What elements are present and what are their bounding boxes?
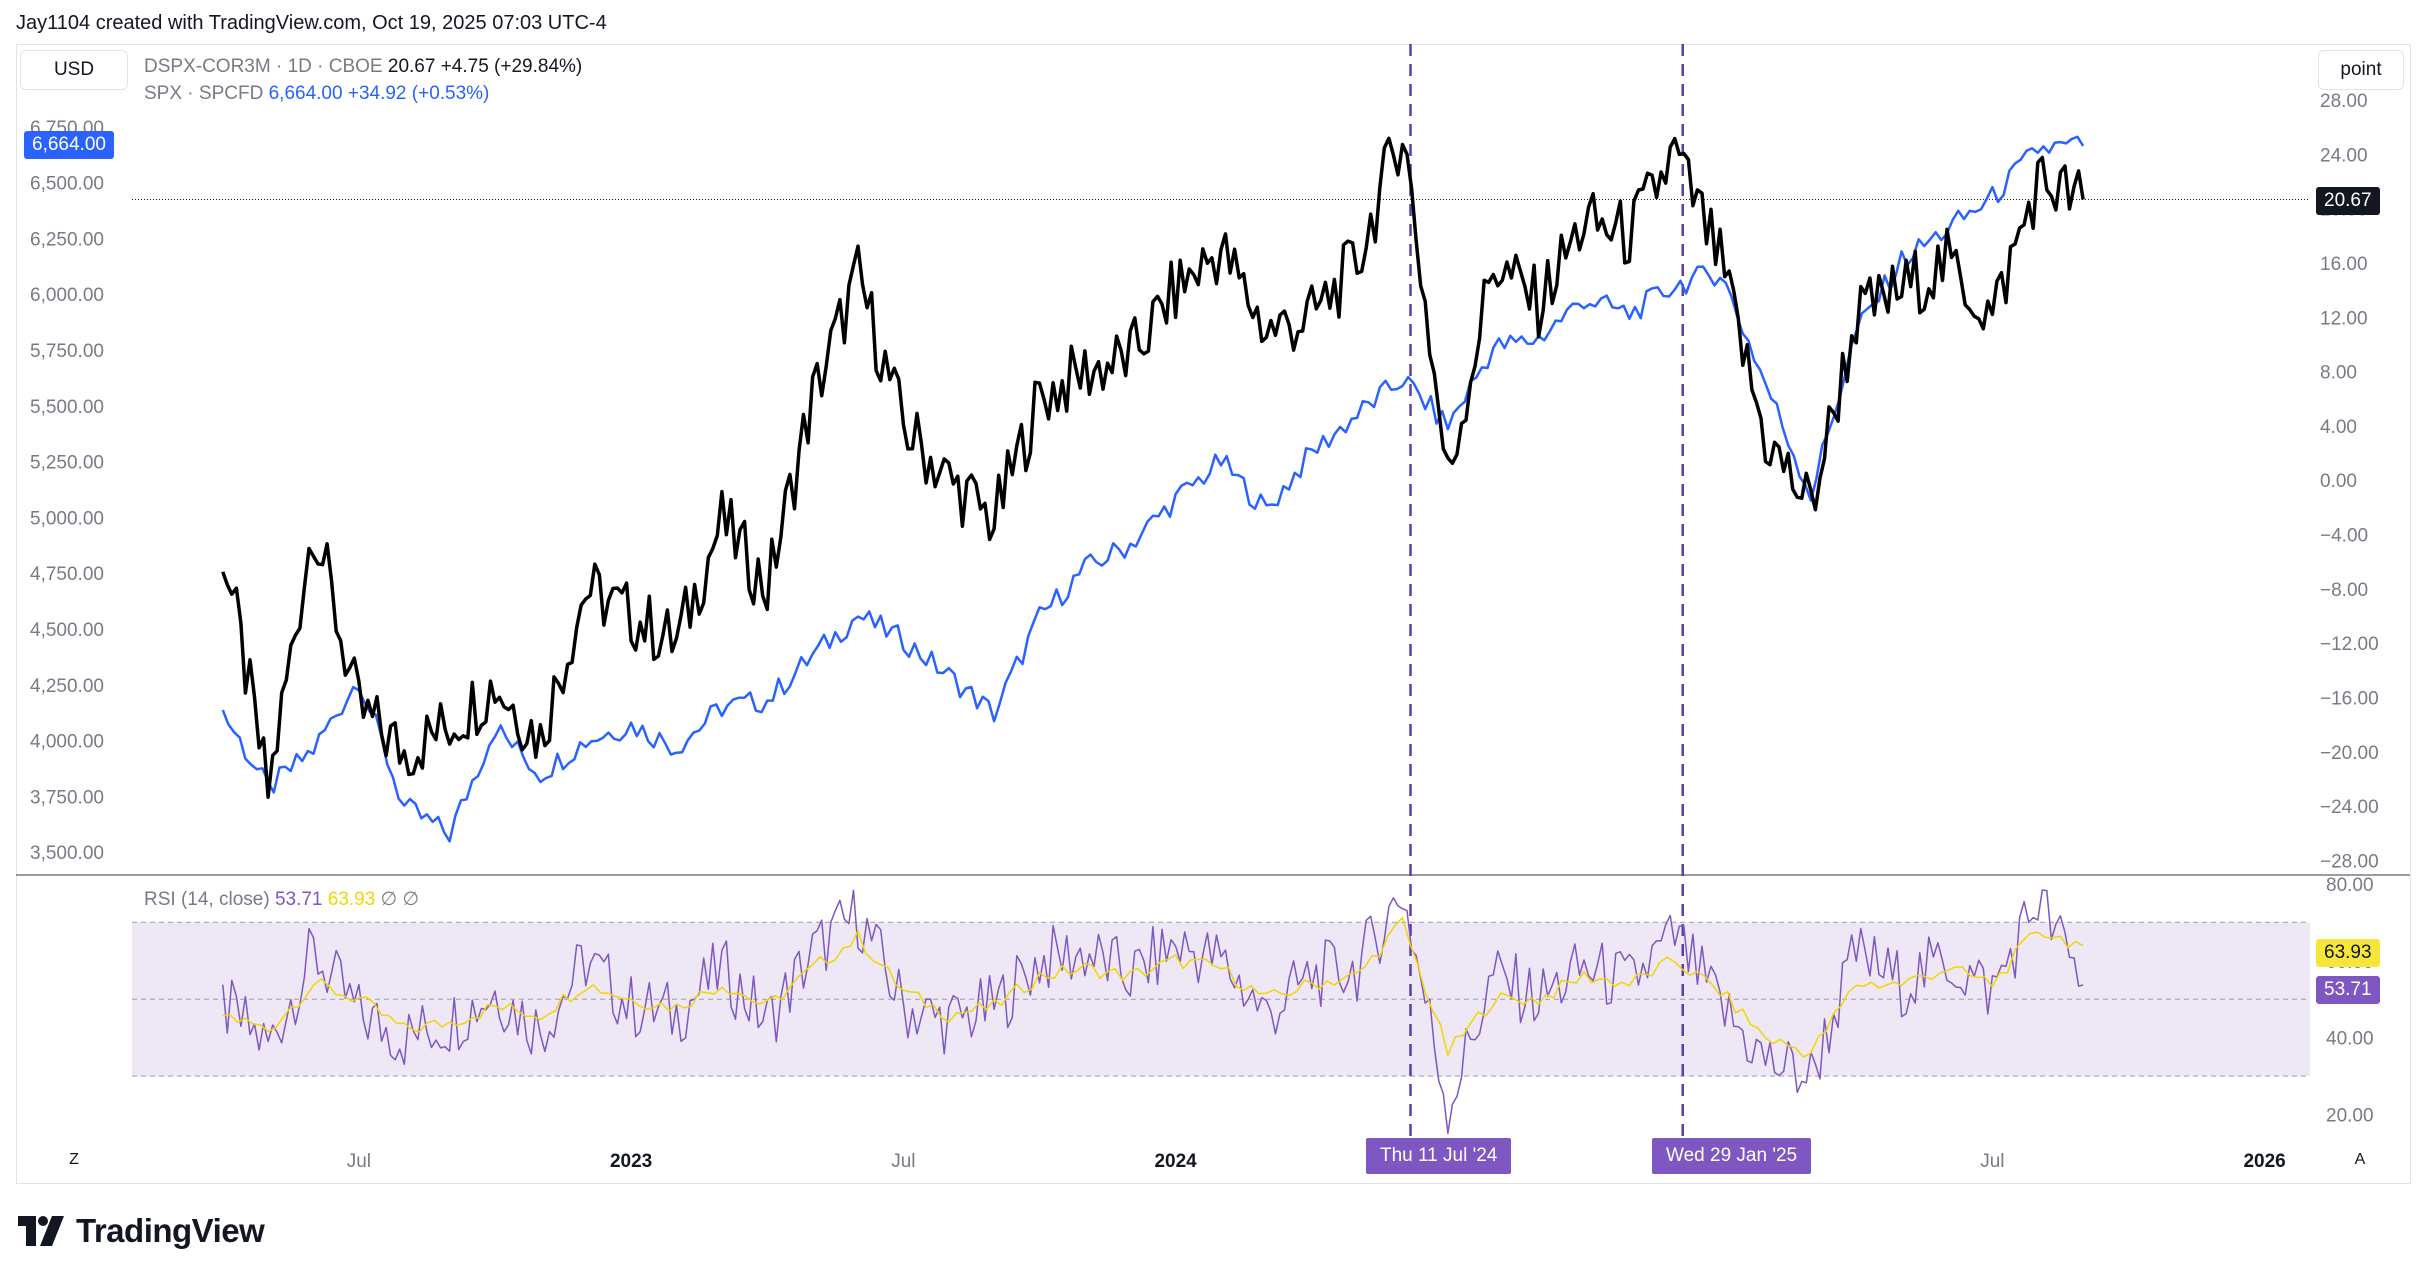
x-axis-tick-label: Jul bbox=[347, 1151, 371, 1172]
left-axis-tick-label: 3,750.00 bbox=[30, 787, 104, 808]
legend-dspx[interactable]: DSPX-COR3M · 1D · CBOE 20.67 +4.75 (+29.… bbox=[144, 56, 582, 78]
legend-dspx-symbol: DSPX-COR3M · 1D · CBOE bbox=[144, 56, 383, 77]
x-axis-tick-label: 2023 bbox=[610, 1151, 652, 1172]
x-axis-tick-label: 2026 bbox=[2243, 1151, 2285, 1172]
legend-spx[interactable]: SPX · SPCFD 6,664.00 +34.92 (+0.53%) bbox=[144, 83, 489, 105]
legend-rsi-value: 53.71 bbox=[274, 889, 323, 910]
right-axis-tick-label: −12.00 bbox=[2320, 634, 2379, 655]
x-axis-tick-label: 2024 bbox=[1154, 1151, 1197, 1172]
timezone-button[interactable]: Z bbox=[69, 1151, 79, 1168]
left-axis-tick-label: 4,500.00 bbox=[30, 620, 104, 641]
currency-button[interactable]: USD bbox=[20, 50, 128, 90]
legend-rsi-ma-value: 63.93 bbox=[327, 889, 376, 910]
x-axis-tick-label: Jul bbox=[1980, 1151, 2004, 1172]
left-axis-tick-label: 4,000.00 bbox=[30, 732, 104, 753]
right-axis-tick-label: −16.00 bbox=[2320, 689, 2379, 710]
auto-scale-button[interactable]: A bbox=[2354, 1151, 2366, 1168]
right-axis-tick-label: −4.00 bbox=[2320, 526, 2368, 547]
right-axis-tick-label: −8.00 bbox=[2320, 580, 2368, 601]
legend-rsi-label: RSI (14, close) bbox=[144, 889, 270, 910]
right-axis-tick-label: 8.00 bbox=[2320, 363, 2357, 384]
legend-rsi-extra-2: ∅ bbox=[402, 889, 419, 910]
rsi-axis-tick-label: 80.00 bbox=[2326, 875, 2374, 896]
left-axis-tick-label: 3,500.00 bbox=[30, 843, 104, 864]
brand[interactable]: TradingView bbox=[18, 1212, 265, 1250]
rsi-axis-tick-label: 20.00 bbox=[2326, 1106, 2374, 1127]
date-marker-label-1: Thu 11 Jul '24 bbox=[1366, 1138, 1512, 1174]
rsi-last-value-tag: 53.71 bbox=[2316, 976, 2380, 1004]
tradingview-logo-icon bbox=[18, 1216, 64, 1246]
rsi-series-line bbox=[222, 889, 2084, 1135]
left-axis-tick-label: 4,250.00 bbox=[30, 676, 104, 697]
legend-dspx-value: 20.67 bbox=[387, 56, 436, 77]
left-axis-tick-label: 5,500.00 bbox=[30, 397, 104, 418]
left-axis-tick-label: 6,500.00 bbox=[30, 174, 104, 195]
right-axis-tick-label: −28.00 bbox=[2320, 851, 2379, 872]
right-axis-tick-label: 24.00 bbox=[2320, 145, 2368, 166]
left-axis-tick-label: 5,000.00 bbox=[30, 508, 104, 529]
right-axis-tick-label: 0.00 bbox=[2320, 471, 2357, 492]
right-axis-tick-label: 12.00 bbox=[2320, 308, 2368, 329]
right-axis-tick-label: −20.00 bbox=[2320, 743, 2379, 764]
right-axis-tick-label: 16.00 bbox=[2320, 254, 2368, 275]
left-axis-tick-label: 5,750.00 bbox=[30, 341, 104, 362]
right-axis-tick-label: 4.00 bbox=[2320, 417, 2357, 438]
left-axis-tick-label: 6,250.00 bbox=[30, 229, 104, 250]
rsi-axis-tick-label: 40.00 bbox=[2326, 1029, 2374, 1050]
x-axis-tick-label: Jul bbox=[891, 1151, 915, 1172]
left-axis-tick-label: 4,750.00 bbox=[30, 564, 104, 585]
legend-spx-value: 6,664.00 bbox=[268, 83, 343, 104]
date-marker-label-2: Wed 29 Jan '25 bbox=[1652, 1138, 1812, 1174]
chart-attribution: Jay1104 created with TradingView.com, Oc… bbox=[16, 12, 607, 34]
left-axis-tick-label: 6,000.00 bbox=[30, 285, 104, 306]
legend-rsi-extra-1: ∅ bbox=[380, 889, 398, 910]
dspx-series-line bbox=[221, 136, 2085, 799]
right-axis-tick-label: −24.00 bbox=[2320, 797, 2379, 818]
dspx-last-price-tag: 20.67 bbox=[2316, 187, 2380, 215]
legend-spx-change: +34.92 (+0.53%) bbox=[347, 83, 490, 104]
rsi-ma-last-value-tag: 63.93 bbox=[2316, 939, 2380, 967]
unit-button[interactable]: point bbox=[2318, 50, 2404, 90]
rsi-ma-series-line bbox=[222, 916, 2084, 1058]
spx-last-price-tag: 6,664.00 bbox=[24, 131, 114, 159]
brand-name: TradingView bbox=[76, 1212, 265, 1249]
legend-spx-symbol: SPX · SPCFD bbox=[144, 83, 264, 104]
legend-dspx-change: +4.75 (+29.84%) bbox=[440, 56, 583, 77]
right-axis-tick-label: 28.00 bbox=[2320, 91, 2368, 112]
spx-series-line bbox=[221, 135, 2085, 843]
legend-rsi[interactable]: RSI (14, close) 53.71 63.93 ∅ ∅ bbox=[144, 888, 419, 911]
left-axis-tick-label: 5,250.00 bbox=[30, 453, 104, 474]
